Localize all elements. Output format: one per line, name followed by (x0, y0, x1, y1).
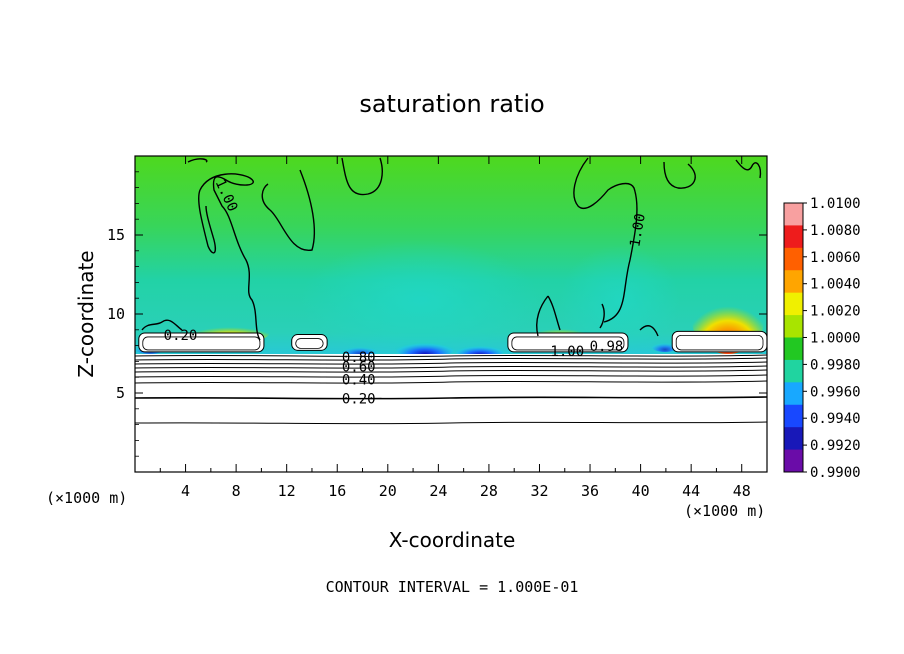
colorbar-label: 1.0080 (810, 223, 861, 239)
y-axis-label: Z-coordinate (74, 250, 98, 377)
contour-label: 0.40 (342, 372, 376, 388)
colorbar-swatch (784, 404, 803, 428)
contour-line (135, 380, 767, 384)
x-tick-label: 44 (682, 482, 700, 500)
x-unit-right: (×1000 m) (684, 502, 765, 520)
contour-labels: 1.001.001.00 0.980.200.800.600.400.20 (164, 177, 649, 407)
cloud-regions (138, 330, 767, 353)
contour-lines-1.00 (141, 157, 762, 341)
contour-line (135, 357, 767, 361)
cloud-region (507, 332, 629, 353)
colorbar-swatch (784, 337, 803, 361)
cloud-contour (675, 334, 764, 351)
contour-line (135, 365, 767, 369)
contour-lines-lower (135, 354, 767, 425)
x-axis: 4 8 12 16 20 24 28 32 36 40 44 48 (159, 156, 751, 500)
contour-label: 0.20 (342, 391, 376, 407)
subsaturated-region (395, 338, 455, 358)
contour-line (135, 354, 767, 358)
chart-title: saturation ratio (359, 90, 544, 118)
x-tick-label: 8 (232, 482, 241, 500)
contour-line (135, 369, 767, 373)
colorbar-swatch (784, 427, 803, 451)
colorbar-label: 1.0000 (810, 331, 861, 347)
contour-label: 1.00 (550, 344, 584, 360)
y-tick-label: 5 (116, 384, 125, 402)
lower-region (135, 354, 767, 472)
contour-line (199, 173, 261, 341)
x-tick-label: 48 (733, 482, 751, 500)
contour-line (135, 421, 767, 425)
contour-line (663, 161, 696, 189)
cloud-contour (295, 338, 324, 349)
cyan-region (300, 240, 540, 360)
colorbar-label: 1.0040 (810, 277, 861, 293)
colorbar-label: 1.0020 (810, 304, 861, 320)
y-axis: 5 10 15 (107, 171, 767, 457)
colorbar-swatch (784, 225, 803, 249)
x-tick-label: 4 (181, 482, 190, 500)
contour-label: 1.00 (627, 212, 649, 248)
colorbar-swatch (784, 292, 803, 316)
x-axis-label: X-coordinate (389, 528, 516, 552)
colorbar-label: 0.9960 (810, 384, 861, 400)
contour-line (135, 396, 767, 400)
cloud-contour (142, 336, 261, 351)
contour-line (573, 157, 638, 323)
colorbar-swatch (784, 247, 803, 271)
colorbar: 1.0100 1.0080 1.0060 1.0040 1.0020 1.0000 0.99… (783, 196, 861, 481)
contour-label: 0.98 (590, 339, 624, 355)
x-unit-left: (×1000 m) (46, 489, 127, 507)
x-tick-label: 12 (278, 482, 296, 500)
colorbar-label: 0.9980 (810, 357, 861, 373)
colorbar-label: 0.9900 (810, 465, 861, 481)
colorbar-swatch (784, 203, 803, 226)
y-tick-label: 15 (107, 226, 125, 244)
contour-label: 0.80 (342, 350, 376, 366)
colorbar-label: 0.9920 (810, 438, 861, 454)
contour-line (141, 319, 183, 331)
contour-line (198, 189, 217, 254)
plot-area: 1.001.001.00 0.980.200.800.600.400.20 (135, 156, 767, 472)
contour-label: 0.20 (164, 328, 198, 344)
contour-line (341, 157, 383, 196)
cyan-region (560, 245, 680, 355)
x-tick-label: 32 (530, 482, 548, 500)
colorbar-swatch (784, 315, 803, 338)
contour-line (187, 158, 208, 163)
colorbar-label: 1.0060 (810, 250, 861, 266)
colorbar-swatch (784, 359, 803, 383)
cloud-region (138, 332, 265, 353)
cloud-contour (511, 336, 625, 351)
x-tick-label: 20 (379, 482, 397, 500)
colorbar-label: 1.0100 (810, 196, 861, 212)
colorbar-swatch (784, 382, 803, 406)
x-tick-label: 24 (429, 482, 447, 500)
x-tick-label: 28 (480, 482, 498, 500)
contour-interval-footer: CONTOUR INTERVAL = 1.000E-01 (326, 578, 579, 596)
contour-line (135, 361, 767, 365)
contour-line (135, 374, 767, 378)
colorbar-label: 0.9940 (810, 411, 861, 427)
x-tick-label: 16 (328, 482, 346, 500)
contour-line (735, 159, 762, 179)
subsaturated-region (342, 344, 378, 356)
x-tick-label: 40 (632, 482, 650, 500)
contour-line (536, 295, 561, 337)
x-tick-label: 36 (581, 482, 599, 500)
y-tick-label: 10 (107, 305, 125, 323)
contour-label: 0.60 (342, 360, 376, 376)
contour-line (599, 303, 659, 337)
cloud-region (671, 330, 767, 353)
colorbar-swatch (784, 449, 803, 473)
contour-line (261, 169, 316, 251)
colorbar-swatch (784, 270, 803, 294)
